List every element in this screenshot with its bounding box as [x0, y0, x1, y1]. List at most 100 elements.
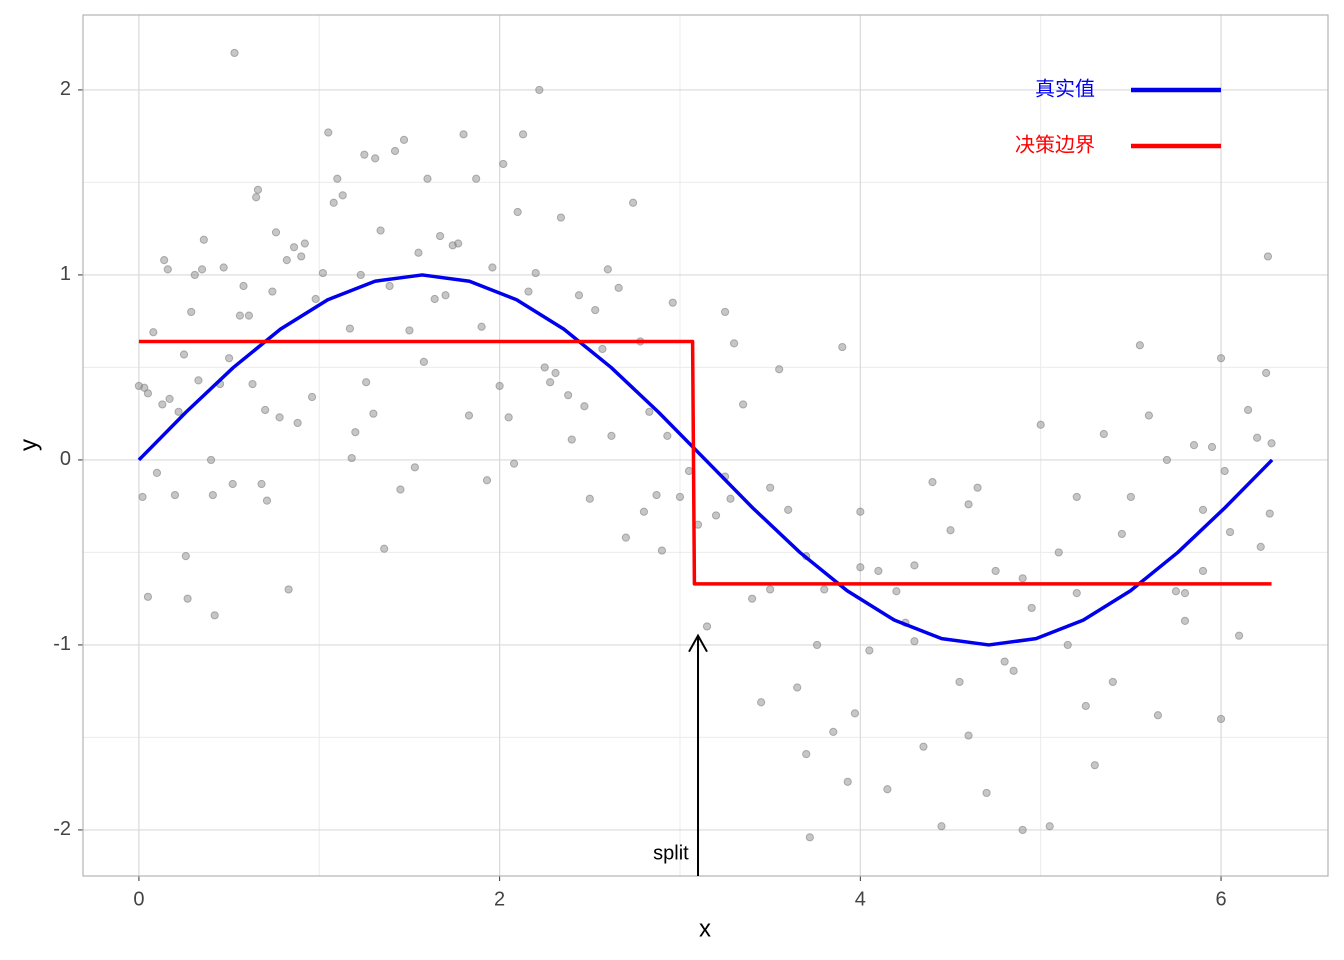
- point: [390, 146, 400, 156]
- point: [1009, 666, 1018, 675]
- point: [675, 492, 685, 502]
- y-tick-label: 2: [60, 78, 71, 100]
- point: [1108, 677, 1117, 687]
- point: [524, 287, 533, 296]
- point: [329, 198, 338, 207]
- point: [430, 294, 439, 304]
- x-tick-label: 4: [855, 888, 866, 910]
- point: [441, 291, 450, 300]
- point: [248, 379, 257, 389]
- point: [739, 400, 748, 409]
- point: [585, 494, 594, 503]
- point: [513, 207, 522, 217]
- point: [1117, 529, 1126, 539]
- point: [1267, 439, 1276, 448]
- point: [829, 727, 838, 736]
- point: [179, 350, 189, 359]
- point: [1263, 252, 1273, 261]
- point: [757, 698, 766, 707]
- point: [252, 193, 261, 202]
- point: [1072, 492, 1081, 502]
- point: [345, 324, 355, 333]
- point: [1171, 587, 1181, 596]
- panel-border: [82, 14, 1329, 877]
- point: [621, 533, 630, 542]
- point: [504, 413, 513, 422]
- point: [208, 490, 217, 500]
- point: [181, 552, 190, 561]
- point: [419, 357, 428, 366]
- point: [535, 85, 544, 95]
- point: [268, 287, 277, 296]
- point: [726, 494, 735, 503]
- point: [668, 298, 677, 307]
- point: [564, 391, 573, 400]
- point: [973, 483, 982, 492]
- point: [1045, 822, 1054, 831]
- legend-label: 真实值: [1035, 77, 1095, 100]
- arrow-head: [688, 633, 708, 653]
- point: [1018, 574, 1027, 583]
- point: [1207, 442, 1217, 452]
- point: [748, 594, 757, 603]
- point: [293, 418, 302, 428]
- point: [199, 235, 208, 244]
- point: [380, 544, 389, 553]
- point: [784, 505, 793, 514]
- point: [300, 239, 309, 248]
- point: [210, 611, 219, 620]
- point: [946, 526, 955, 535]
- point: [190, 270, 199, 280]
- point: [964, 731, 973, 740]
- point: [1189, 441, 1199, 450]
- point: [163, 265, 172, 274]
- legend-label: 决策边界: [1015, 133, 1095, 156]
- point: [775, 365, 784, 374]
- point: [702, 622, 712, 631]
- point: [1072, 589, 1081, 598]
- point: [140, 383, 149, 392]
- point: [152, 468, 162, 477]
- point: [1162, 455, 1172, 465]
- point: [219, 263, 228, 272]
- point: [324, 128, 333, 137]
- point: [892, 587, 901, 596]
- point: [1262, 368, 1271, 378]
- point: [338, 191, 347, 200]
- point: [874, 566, 883, 576]
- y-tick-label: 0: [60, 448, 71, 470]
- point: [856, 563, 865, 572]
- point: [820, 585, 829, 594]
- point: [206, 455, 216, 465]
- point: [991, 566, 1000, 576]
- point: [275, 413, 284, 422]
- point: [499, 159, 508, 169]
- point: [729, 339, 739, 348]
- point: [1225, 527, 1235, 537]
- y-axis-title: y: [15, 439, 42, 451]
- point: [351, 428, 360, 437]
- point: [639, 507, 649, 516]
- point: [477, 322, 486, 331]
- point: [1180, 589, 1190, 598]
- point: [843, 777, 852, 786]
- point: [1216, 714, 1226, 724]
- point: [928, 478, 937, 487]
- point: [262, 496, 272, 505]
- point: [271, 228, 281, 237]
- x-tick-label: 0: [133, 888, 144, 910]
- point: [1036, 420, 1045, 429]
- point: [1153, 711, 1163, 720]
- point: [414, 248, 423, 257]
- point: [371, 154, 380, 163]
- point: [307, 392, 317, 402]
- point: [360, 150, 369, 159]
- point: [197, 265, 207, 274]
- point: [645, 407, 654, 416]
- point: [333, 174, 342, 183]
- point: [289, 243, 299, 252]
- point: [396, 485, 405, 494]
- point: [436, 231, 445, 241]
- x-tick-label: 2: [494, 888, 505, 910]
